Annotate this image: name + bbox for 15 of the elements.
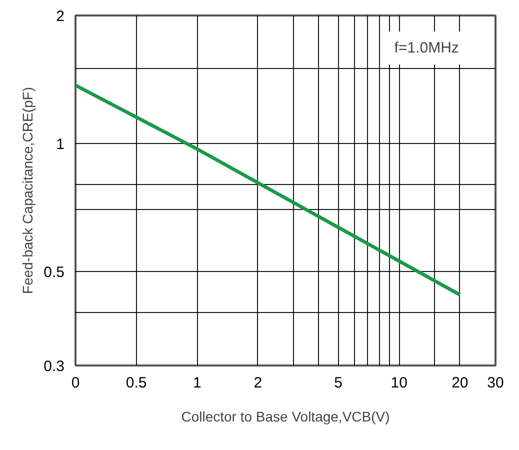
y-axis-title: Feed-back Capacitance,CRE(pF) (20, 87, 36, 294)
x-tick-label: 20 (452, 374, 468, 392)
x-tick-label: 1 (192, 374, 202, 392)
y-tick-label: 1 (56, 136, 64, 153)
x-tick-label: 2 (254, 374, 262, 392)
x-tick-label: 10 (390, 374, 408, 392)
x-tick-label: 0 (71, 374, 80, 392)
x-tick-label: 5 (334, 374, 342, 392)
x-tick-label: 30 (487, 374, 504, 392)
x-tick-label: 0.5 (126, 374, 147, 392)
annotation: f=1.0MHz (394, 40, 459, 56)
y-tick-label: 0.3 (44, 358, 65, 375)
y-tick-label: 2 (56, 8, 64, 25)
x-axis-title: Collector to Base Voltage,VCB(V) (181, 408, 390, 424)
y-tick-label: 0.5 (44, 264, 65, 281)
